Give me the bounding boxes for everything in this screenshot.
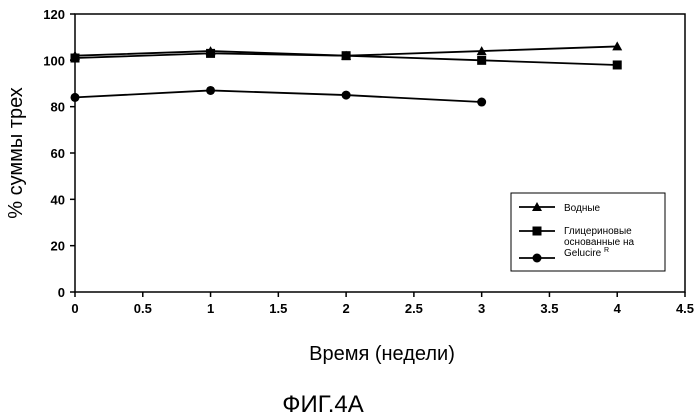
data-point [342, 91, 351, 100]
y-tick-label: 20 [51, 239, 65, 254]
data-point [613, 60, 622, 69]
y-axis-ticks: 0 20 40 60 80 100 120 [43, 7, 75, 300]
data-point [206, 86, 215, 95]
data-point [477, 56, 486, 65]
legend-label: Водные [564, 203, 601, 214]
data-point [206, 49, 215, 58]
x-axis-title: Время (недели) [309, 343, 455, 365]
data-point [477, 98, 486, 107]
y-axis-title: % суммы трех [5, 87, 27, 219]
x-tick-label: 4.5 [676, 301, 694, 316]
y-tick-label: 0 [58, 285, 65, 300]
legend-marker [533, 227, 542, 236]
x-tick-label: 1.5 [269, 301, 287, 316]
legend-label-line: Gelucire [564, 248, 602, 259]
y-tick-label: 80 [51, 100, 65, 115]
x-tick-label: 1 [207, 301, 214, 316]
legend-marker [533, 254, 542, 263]
y-tick-label: 60 [51, 146, 65, 161]
x-tick-label: 0.5 [134, 301, 152, 316]
legend-superscript: R [604, 247, 609, 254]
legend-label-line: основанные на [564, 237, 635, 248]
legend: Водные Глицериновыеоснованные наGelucireR [511, 193, 665, 271]
figure-caption: ФИГ.4А [282, 391, 364, 418]
x-tick-label: 3 [478, 301, 485, 316]
data-point [342, 51, 351, 60]
x-tick-label: 2.5 [405, 301, 423, 316]
x-tick-label: 2 [342, 301, 349, 316]
data-point [71, 93, 80, 102]
data-point [71, 54, 80, 63]
y-tick-label: 120 [43, 7, 65, 22]
x-tick-label: 4 [614, 301, 622, 316]
y-tick-label: 100 [43, 53, 65, 68]
x-axis-ticks: 0 0.5 1 1.5 2 2.5 3 3.5 4 4.5 [71, 292, 694, 316]
y-tick-label: 40 [51, 192, 65, 207]
x-tick-label: 3.5 [540, 301, 558, 316]
legend-label-line: Глицериновые [564, 226, 632, 237]
x-tick-label: 0 [71, 301, 78, 316]
